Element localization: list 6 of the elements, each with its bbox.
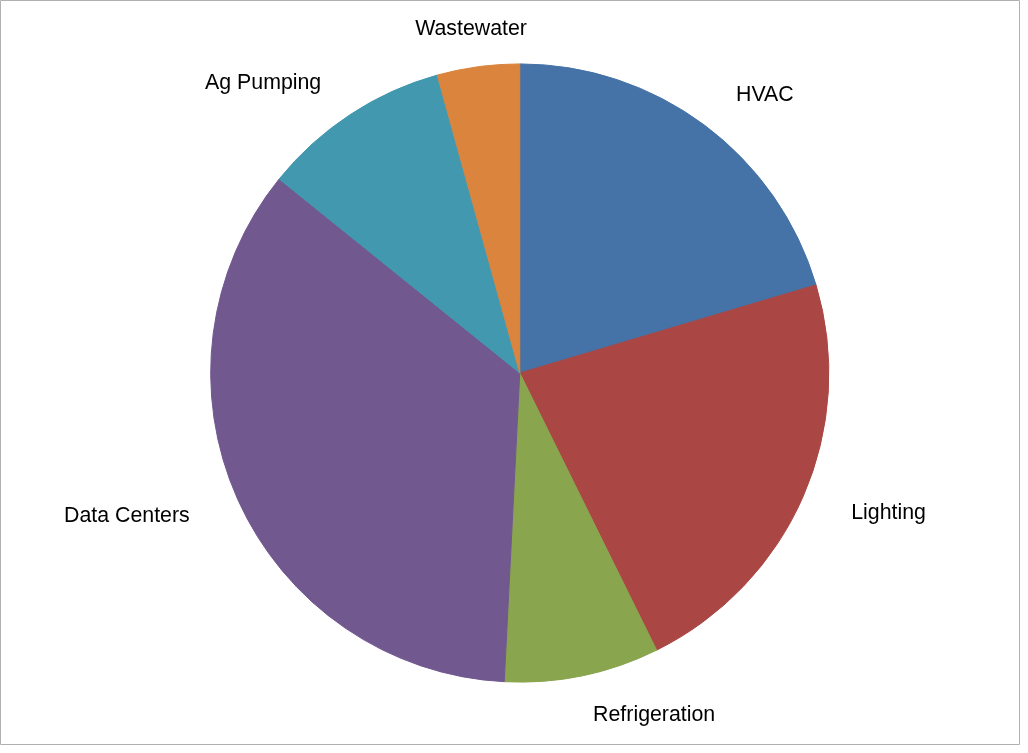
slice-label: Data Centers bbox=[64, 503, 190, 528]
slice-label: Ag Pumping bbox=[205, 69, 322, 94]
slice-label: Wastewater bbox=[415, 15, 527, 40]
slice-label: Lighting bbox=[851, 500, 926, 525]
slice-label: HVAC bbox=[736, 81, 794, 106]
slice-label: Refrigeration bbox=[593, 702, 716, 727]
